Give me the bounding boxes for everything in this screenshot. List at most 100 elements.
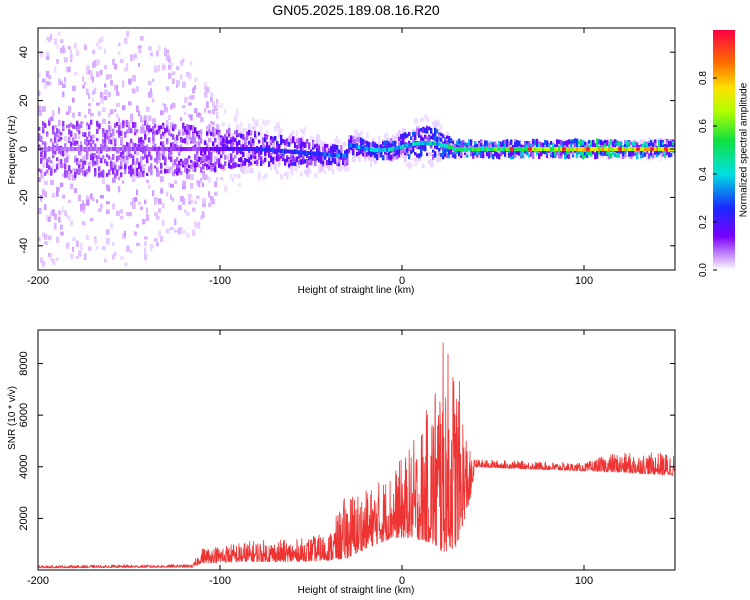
spectrogram-cell [72,168,76,172]
spectrogram-cell [140,166,143,173]
spectrogram-cell [194,147,197,151]
spectrogram-cell [50,147,53,151]
spectrogram-cell [92,90,95,95]
spectrogram-cell [132,168,135,175]
spectrogram-cell [460,142,463,149]
spectrogram-cell [196,195,200,199]
spectrogram-cell [106,134,109,140]
spectrogram-cell [76,240,79,248]
spectrogram-cell [552,151,555,156]
spectrogram-cell [432,133,435,139]
spectrogram-cell [240,151,243,155]
spectrogram-cell [212,101,216,108]
spectrogram-cell [182,138,185,143]
spectrogram-cell [286,142,289,147]
spectrogram-cell [208,202,212,207]
spectrogram-cell [76,124,79,131]
spectrogram-cell [180,117,183,122]
spectrogram-cell [344,166,348,172]
spectrogram-cell [138,147,141,151]
spectrogram-cell [238,147,241,151]
spectrogram-cell [596,143,599,149]
spectrogram-cell [528,153,531,158]
spectrogram-cell [480,152,483,159]
spectrogram-cell [256,147,259,151]
spectrogram-cell [572,148,575,155]
spectrogram-cell [58,78,61,86]
x-tick-label: -200 [27,575,49,587]
spectrogram-cell [182,81,186,88]
spectrogram-cell [234,155,237,159]
spectrogram-cell [176,171,179,176]
spectrogram-cell [624,148,627,155]
spectrogram-cell [224,161,227,166]
spectrogram-cell [186,135,189,139]
spectrogram-cell [382,155,385,161]
spectrogram-cell [432,138,435,144]
spectrogram-cell [646,148,649,154]
spectrogram-cell [132,202,136,210]
spectrogram-cell [46,158,49,165]
spectrogram-cell [200,177,203,183]
spectrogram-cell [122,147,125,151]
spectrogram-cell [280,148,283,153]
spectrogram-cell [158,208,161,213]
spectrogram-cell [96,159,99,165]
spectrogram-cell [304,150,307,155]
spectrogram-cell [464,144,468,149]
spectrogram-cell [568,139,571,145]
spectrogram-cell [120,215,124,220]
spectrogram-cell [420,136,423,141]
spectrogram-cell [194,85,197,90]
spectrogram-cell [428,159,431,164]
spectrogram-cell [626,147,629,151]
spectrogram-cell [608,149,611,155]
spectrogram-cell [44,152,47,157]
spectrogram-cell [156,170,160,177]
spectrogram-cell [638,150,641,154]
spectrogram-cell [168,64,172,70]
spectrogram-cell [130,113,134,119]
spectrogram-cell [232,150,235,154]
spectrogram-cell [246,153,249,159]
spectrogram-cell [270,155,273,160]
spectrogram-cell [120,156,123,163]
spectrogram-cell [332,153,335,158]
spectrogram-cell [52,209,55,217]
spectrogram-cell [128,153,131,157]
spectrogram-cell [146,158,149,164]
spectrogram-cell [630,141,633,145]
spectrogram-cell [76,158,79,164]
spectrogram-cell [98,155,101,159]
spectrogram-cell [170,142,173,148]
spectrogram-cell [456,148,459,155]
spectrogram-cell [436,141,439,146]
spectrogram-cell [158,125,161,131]
spectrogram-cell [514,150,517,154]
spectrogram-cell [122,80,125,88]
spectrogram-cell [146,154,149,160]
spectrogram-cell [130,116,134,123]
spectrogram-cell [144,199,147,205]
spectrogram-cell [104,83,107,88]
spectrogram-cell [82,147,85,151]
spectrogram-cell [170,149,173,156]
spectrogram-cell [64,163,67,170]
spectrogram-cell [320,164,324,172]
spectrogram-cell [338,162,341,167]
spectrogram-cell [182,58,185,63]
spectrogram-cell [286,149,289,154]
spectrogram-cell [654,139,657,145]
spectrogram-cell [212,108,216,115]
spectrogram-cell [334,153,337,158]
spectrogram-cell [80,243,83,247]
spectrogram-cell [50,180,54,185]
spectrogram-cell [236,124,240,131]
spectrogram-cell [350,147,353,154]
spectrogram-peak [649,146,655,152]
spectrogram-cell [210,131,213,136]
spectrogram-cell [338,139,342,145]
spectrogram-cell [608,143,611,149]
spectrogram-cell [602,141,605,146]
